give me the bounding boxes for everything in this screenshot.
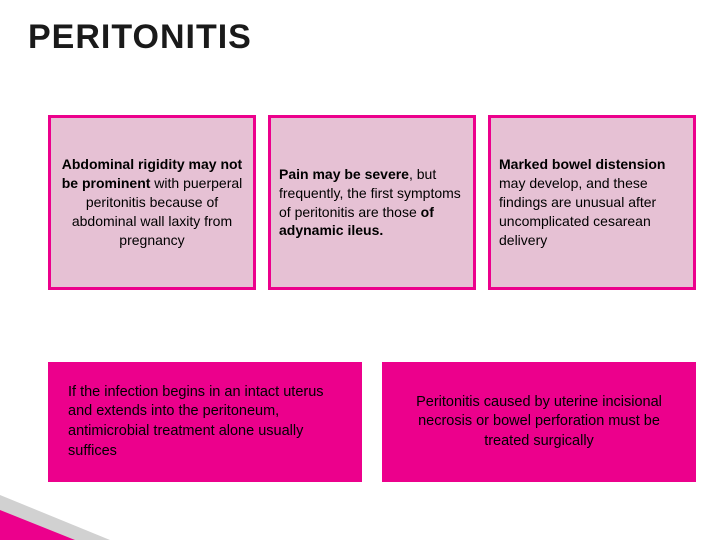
card-top-3: Marked bowel distension may develop, and… <box>488 115 696 290</box>
card-bottom-2-text: Peritonitis caused by uterine incisional… <box>402 393 676 452</box>
page-title: PERITONITIS <box>28 18 252 57</box>
card2-bold1: Pain may be severe <box>279 166 409 182</box>
card-top-3-text: Marked bowel distension may develop, and… <box>499 155 685 249</box>
card-bottom-1: If the infection begins in an intact ute… <box>48 362 362 482</box>
card3-mid: may develop, and these findings are unus… <box>499 175 656 248</box>
card-top-2-inner: Pain may be severe, but frequently, the … <box>271 118 473 287</box>
card-top-2-text: Pain may be severe, but frequently, the … <box>279 165 465 241</box>
decor-triangle-magenta <box>0 510 75 540</box>
card-bottom-1-text: If the infection begins in an intact ute… <box>68 383 342 461</box>
card-top-1-text: Abdominal rigidity may not be prominent … <box>59 155 245 249</box>
card-top-3-inner: Marked bowel distension may develop, and… <box>491 118 693 287</box>
card-bottom-2: Peritonitis caused by uterine incisional… <box>382 362 696 482</box>
top-row: Abdominal rigidity may not be prominent … <box>48 115 696 290</box>
card-top-1: Abdominal rigidity may not be prominent … <box>48 115 256 290</box>
card-top-1-inner: Abdominal rigidity may not be prominent … <box>51 118 253 287</box>
bottom-row: If the infection begins in an intact ute… <box>48 362 696 482</box>
card-top-2: Pain may be severe, but frequently, the … <box>268 115 476 290</box>
card3-bold1: Marked bowel distension <box>499 156 665 172</box>
